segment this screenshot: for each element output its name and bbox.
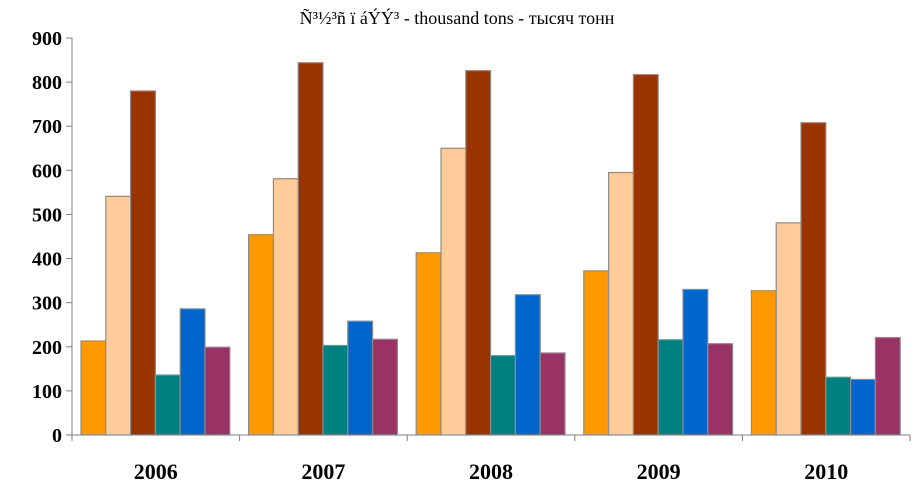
y-tick-label: 0: [52, 425, 62, 447]
bar: [515, 295, 540, 435]
bar: [875, 338, 900, 435]
y-tick-label: 900: [32, 28, 62, 50]
bar: [81, 341, 106, 435]
y-tick-label: 800: [32, 72, 62, 94]
y-tick-label: 700: [32, 116, 62, 138]
bar: [708, 344, 733, 435]
y-tick-label: 200: [32, 337, 62, 359]
x-tick-label: 2008: [469, 459, 513, 484]
bar: [416, 253, 441, 435]
bar: [155, 375, 180, 435]
bar: [658, 340, 683, 435]
x-axis: 2006 2007 2008 2009 2010: [72, 435, 910, 484]
bar: [826, 377, 851, 435]
bar: [205, 347, 230, 435]
bar: [491, 356, 516, 435]
bar: [801, 123, 826, 435]
x-tick-label: 2006: [134, 459, 178, 484]
bar: [609, 173, 634, 435]
bar: [683, 289, 708, 435]
bar: [106, 196, 131, 435]
bar: [466, 71, 491, 435]
y-tick-label: 500: [32, 204, 62, 226]
bar: [373, 339, 398, 435]
x-tick-label: 2007: [301, 459, 345, 484]
bar: [851, 379, 876, 435]
bar: [540, 353, 565, 435]
bar: [348, 321, 373, 435]
bar: [751, 291, 776, 435]
y-tick-label: 400: [32, 249, 62, 271]
y-tick-label: 600: [32, 160, 62, 182]
bar: [323, 345, 348, 435]
bar: [180, 309, 205, 435]
x-tick-label: 2010: [804, 459, 848, 484]
y-tick-label: 100: [32, 381, 62, 403]
bar: [273, 179, 298, 435]
bar: [298, 63, 323, 435]
bar: [441, 148, 466, 435]
bars: [81, 63, 900, 435]
y-tick-label: 300: [32, 293, 62, 315]
bar: [633, 75, 658, 435]
bar: [584, 271, 609, 435]
bar: [249, 235, 274, 435]
bar: [776, 223, 801, 435]
y-axis: 0 100 200 300 400 500 600 700 800 900: [32, 28, 72, 447]
bar: [131, 91, 156, 435]
x-tick-label: 2009: [637, 459, 681, 484]
